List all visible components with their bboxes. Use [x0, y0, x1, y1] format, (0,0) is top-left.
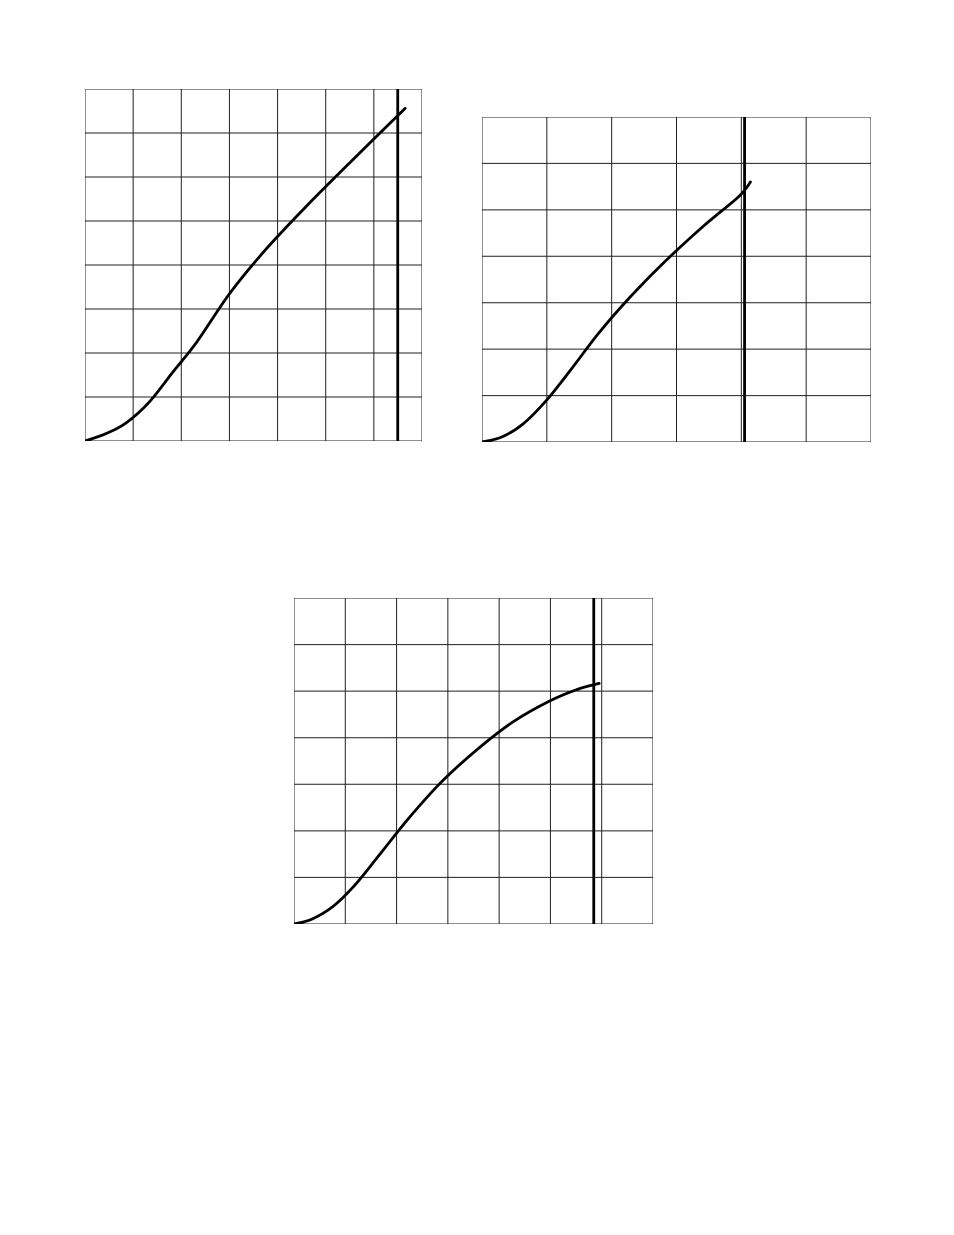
chart-top-right-grid [482, 117, 871, 442]
chart-bottom [294, 598, 653, 924]
chart-bottom-svg [294, 598, 653, 924]
chart-top-right-svg [482, 117, 871, 442]
chart-top-right [482, 117, 871, 442]
chart-top-left [85, 89, 422, 441]
chart-top-left-svg [85, 89, 422, 441]
chart-bottom-grid [294, 598, 653, 924]
chart-bottom-curve [294, 683, 599, 924]
chart-top-right-curve [482, 182, 750, 442]
